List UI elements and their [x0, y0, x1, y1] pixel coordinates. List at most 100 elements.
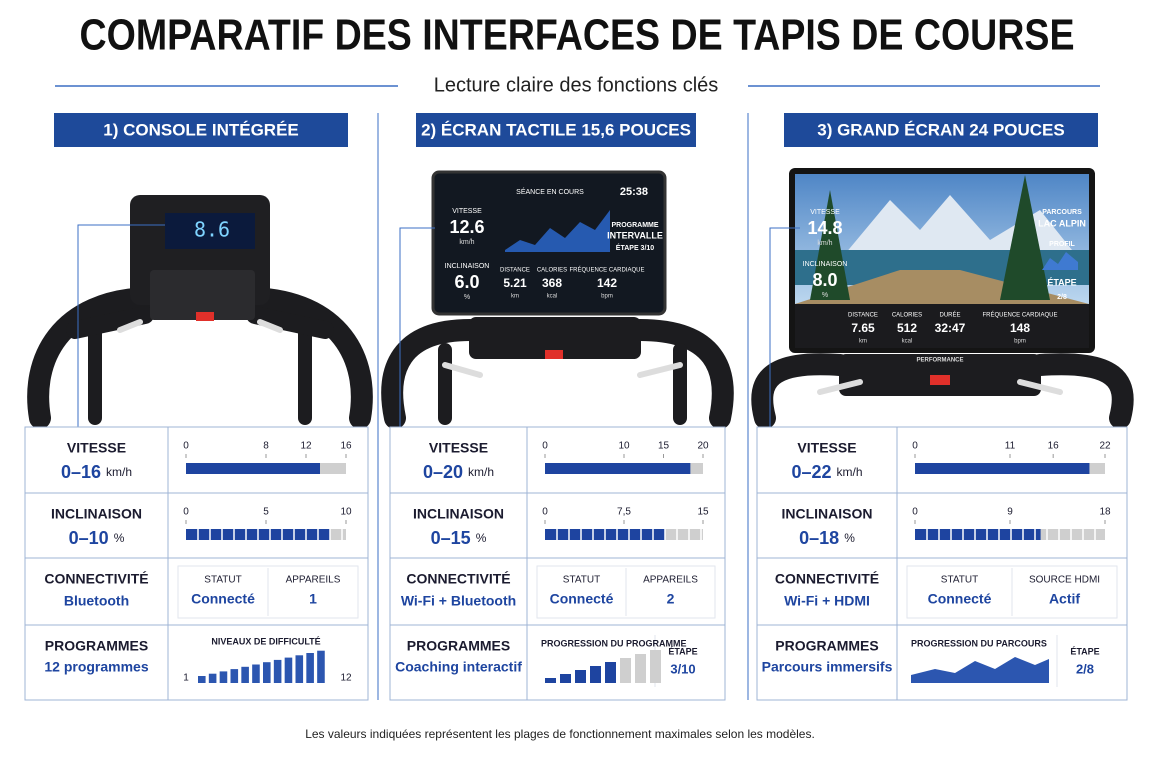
cell-label: APPAREILS: [286, 575, 341, 586]
cell-label: STATUT: [204, 575, 241, 586]
row-label: PROGRAMMES: [775, 638, 878, 654]
treadmill-1: [27, 287, 373, 429]
scale-bar: [545, 463, 691, 474]
metric-value: 5.21: [503, 276, 527, 290]
heading-box: [784, 113, 1098, 147]
step-value: 2/8: [1076, 661, 1094, 676]
metric-unit: %: [822, 292, 828, 299]
metric-value: 32:47: [935, 321, 966, 335]
progress-icon: [605, 662, 616, 683]
scale-tick-label: 15: [697, 507, 709, 518]
scale-tick-label: 0: [183, 441, 189, 452]
range-unit: %: [476, 531, 487, 545]
cell-label: STATUT: [941, 575, 978, 586]
metric-unit: %: [464, 294, 470, 301]
metric-label: INCLINAISON: [445, 263, 490, 270]
metric-unit: bpm: [601, 294, 613, 300]
metric-label: INCLINAISON: [803, 261, 848, 268]
cell-value: 1: [309, 591, 317, 607]
row-label: PROGRAMMES: [407, 638, 510, 654]
screen-side-text: ÉTAPE: [1047, 277, 1076, 287]
profile-icon: [1042, 252, 1078, 270]
progress-icon: [650, 650, 661, 683]
row-label: VITESSE: [797, 440, 856, 456]
heading: 2) ÉCRAN TACTILE 15,6 POUCES: [421, 120, 691, 139]
connector: [77, 224, 165, 440]
connector: [769, 227, 800, 440]
screen-side-text: PROGRAMME: [611, 222, 658, 229]
metric-label: CALORIES: [892, 313, 922, 319]
caption: PROGRESSION DU PARCOURS: [911, 638, 1047, 648]
range-value: 0–15: [431, 528, 471, 548]
step-label: ÉTAPE: [668, 646, 697, 656]
level-icon: [263, 662, 271, 683]
scale-tick-label: 5: [263, 507, 269, 518]
row-value: Wi-Fi + Bluetooth: [401, 593, 516, 609]
connector: [399, 227, 435, 440]
cell-value: Connecté: [191, 591, 255, 607]
screen-time: 25:38: [620, 186, 648, 198]
row-value: 12 programmes: [44, 659, 148, 675]
progress-icon: [635, 654, 646, 683]
level-icon: [241, 666, 249, 683]
range: 0–18%: [799, 528, 855, 548]
range: 0–16 km/h: [61, 462, 132, 482]
caption: NIVEAUX DE DIFFICULTÉ: [211, 636, 320, 646]
metric-value: 368: [542, 276, 562, 290]
metric-unit: km/h: [459, 239, 474, 246]
step-value: 3/10: [670, 661, 695, 676]
heading: 1) CONSOLE INTÉGRÉE: [103, 120, 299, 139]
scale-tick-label: 0: [183, 507, 189, 518]
level-icon: [219, 671, 228, 683]
range-value: 0–10: [69, 528, 109, 548]
metric-label: VITESSE: [810, 209, 840, 216]
scale-tick-label: 7,5: [617, 507, 631, 518]
level-icon: [317, 650, 325, 683]
route-profile: [911, 657, 1049, 683]
metric-label: VITESSE: [452, 208, 482, 215]
stop-button: [196, 312, 214, 321]
cell-label: SOURCE HDMI: [1029, 575, 1100, 586]
scale-bar: [186, 463, 320, 474]
caption: PROGRESSION DU PROGRAMME: [541, 638, 687, 648]
metric-label: CALORIES: [537, 268, 567, 274]
step-label: ÉTAPE: [1070, 646, 1099, 656]
cell-box: [536, 565, 716, 619]
range-unit: km/h: [106, 465, 132, 479]
metric-label: DISTANCE: [848, 313, 878, 319]
metric-value: 7.65: [851, 321, 875, 335]
metric-value: 6.0: [454, 272, 479, 292]
brand: PERFORMANCE: [916, 358, 963, 364]
page-title: COMPARATIF DES INTERFACES DE TAPIS DE CO…: [80, 11, 1075, 60]
metric-label: DISTANCE: [500, 268, 530, 274]
row-label: INCLINAISON: [413, 506, 504, 522]
cell-value: Connecté: [550, 591, 614, 607]
row-label: CONNECTIVITÉ: [775, 571, 879, 587]
metric-unit: km: [511, 294, 519, 300]
heading-box: [54, 113, 348, 147]
row-value: Parcours immersifs: [762, 659, 893, 675]
scale-tick-label: 9: [1007, 507, 1013, 518]
metric-unit: kcal: [902, 339, 913, 345]
row-label: INCLINAISON: [782, 506, 873, 522]
row-label: VITESSE: [67, 440, 126, 456]
scale-tick-label: 20: [697, 441, 709, 452]
stop-button: [545, 350, 563, 359]
scale-tick-label: 12: [300, 441, 312, 452]
screen-side-text: 2/8: [1057, 294, 1067, 301]
metric-unit: kcal: [547, 294, 558, 300]
metric-unit: bpm: [1014, 339, 1026, 345]
level-icon: [273, 659, 282, 683]
range-value: 0–16: [61, 462, 101, 482]
metric-label: FRÉQUENCE CARDIAQUE: [982, 312, 1057, 319]
scale-tick-label: 16: [340, 441, 352, 452]
metric-value: 142: [597, 276, 617, 290]
treadmill-2: [381, 317, 734, 429]
row-label: CONNECTIVITÉ: [406, 571, 510, 587]
screen-title: SÉANCE EN COURS: [516, 187, 584, 196]
heading: 3) GRAND ÉCRAN 24 POUCES: [817, 120, 1065, 139]
cell-label: APPAREILS: [643, 575, 698, 586]
metric-value: 512: [897, 321, 917, 335]
